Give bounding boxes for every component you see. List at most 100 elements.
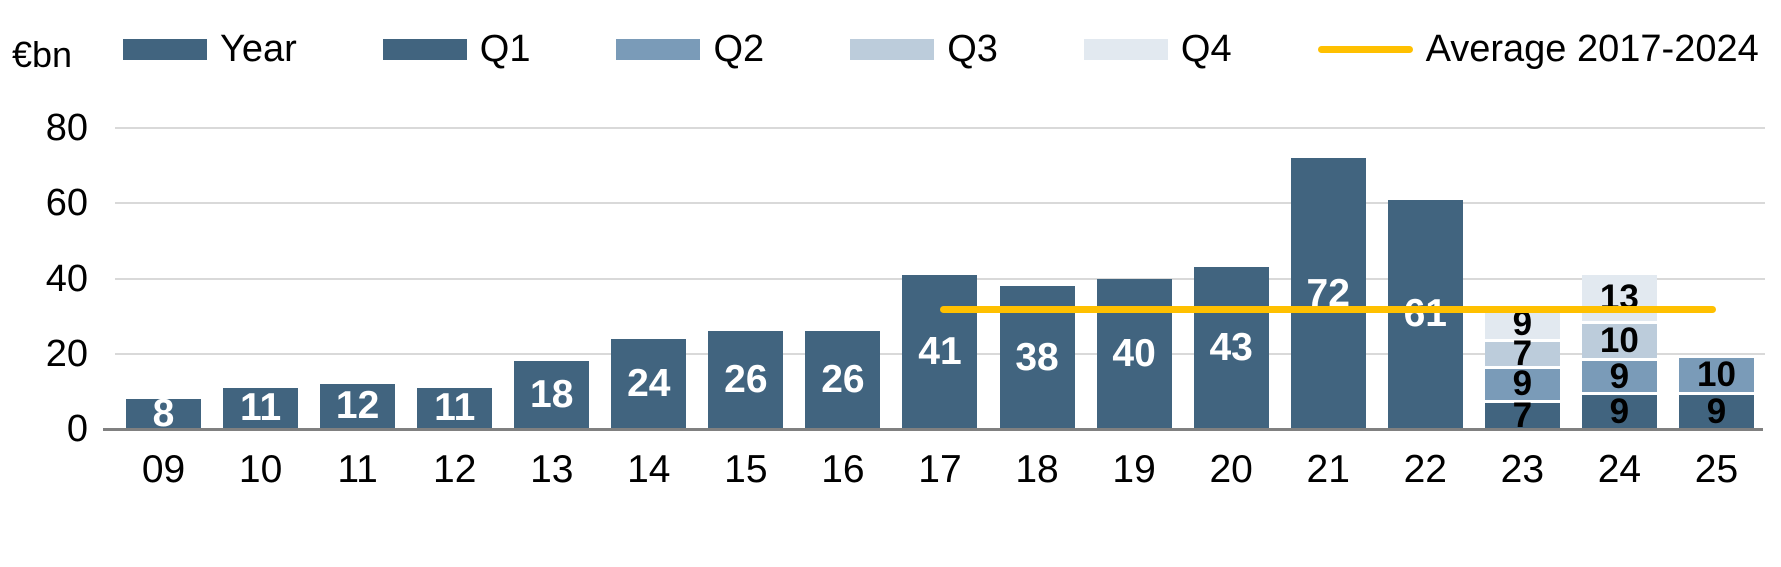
- bar-slot-12: 11: [406, 387, 503, 429]
- bar-23-segment-q1: 7: [1484, 398, 1560, 433]
- legend-swatch-q2: [616, 38, 701, 60]
- bar-slot-09: 8: [115, 394, 212, 433]
- bar-11-segment-year: 12: [320, 383, 396, 429]
- x-tick-label-23: 23: [1500, 448, 1545, 491]
- legend-swatch-q1: [382, 38, 467, 60]
- x-tick-label-10: 10: [238, 448, 283, 491]
- x-tick-label-18: 18: [1015, 448, 1059, 491]
- legend-item-average-2017-2024: Average 2017-2024: [1317, 28, 1759, 70]
- bar-19-segment-year: 40: [1096, 278, 1172, 429]
- bar-11: 12: [320, 383, 396, 429]
- average-line: [940, 305, 1717, 313]
- bar-slot-22: 61: [1377, 199, 1474, 429]
- bar-17-segment-year: 41: [902, 274, 978, 429]
- y-tick-label-0: 0: [66, 408, 88, 450]
- x-tick-label-20: 20: [1209, 448, 1253, 491]
- bar-25-segment-q1: 9: [1678, 394, 1754, 429]
- bar-15-segment-year: 26: [708, 331, 784, 429]
- legend-label-year: Year: [220, 28, 297, 70]
- bar-slot-25: 10 9: [1668, 357, 1765, 429]
- x-axis-tick-labels: 09 10 11 12 13 14 15 16 17 18 19 20 21 22 23 24 25: [115, 447, 1765, 497]
- bar-slot-14: 24: [600, 338, 697, 429]
- x-tick-label-14: 14: [627, 448, 671, 491]
- y-axis-unit-label: €bn: [12, 34, 73, 75]
- bar-14: 24: [611, 338, 687, 429]
- chart-legend: Year Q1 Q2 Q3 Q4 Average 2017-2024: [123, 30, 1771, 68]
- legend-swatch-q3: [850, 38, 935, 60]
- bar-12: 11: [417, 387, 493, 429]
- bar-17: 41: [902, 274, 978, 429]
- bar-16-segment-year: 26: [805, 331, 881, 429]
- x-tick-label-17: 17: [918, 448, 962, 491]
- legend-swatch-year: [123, 38, 207, 60]
- x-tick-label-13: 13: [530, 448, 574, 491]
- bar-slot-10: 11: [212, 387, 309, 429]
- bar-10-segment-year: 11: [223, 387, 299, 429]
- bar-24-segment-q2: 9: [1581, 359, 1657, 396]
- bar-21-segment-year: 72: [1290, 158, 1366, 429]
- x-tick-label-22: 22: [1403, 448, 1447, 491]
- bar-14-segment-year: 24: [611, 338, 687, 429]
- x-tick-label-09: 09: [141, 448, 186, 491]
- bar-slot-24: 13 10 9 9: [1571, 274, 1668, 429]
- bar-slot-16: 26: [794, 331, 891, 429]
- y-tick-label-80: 80: [45, 107, 88, 149]
- bar-12-segment-year: 11: [417, 387, 493, 429]
- bar-24-segment-q1: 9: [1581, 394, 1657, 429]
- legend-label-average-2017-2024: Average 2017-2024: [1425, 28, 1759, 70]
- bar-16: 26: [805, 331, 881, 429]
- bar-22: 61: [1387, 199, 1463, 429]
- bar-24-segment-q4: 13: [1581, 274, 1657, 324]
- bar-10: 11: [223, 387, 299, 429]
- bar-13-segment-year: 18: [514, 361, 590, 429]
- bar-24-segment-q3: 10: [1581, 323, 1657, 362]
- bar-20-segment-year: 43: [1193, 267, 1269, 429]
- legend-item-year: Year: [123, 30, 297, 68]
- x-tick-label-11: 11: [337, 448, 378, 491]
- bar-13: 18: [514, 361, 590, 429]
- legend-swatch-q4: [1083, 38, 1168, 60]
- bar-09-segment-year: 8: [126, 394, 202, 433]
- bar-slot-15: 26: [697, 331, 794, 429]
- x-axis-line: [103, 428, 1763, 431]
- x-tick-label-21: 21: [1306, 448, 1350, 491]
- x-tick-label-25: 25: [1694, 448, 1739, 491]
- legend-label-q3: Q3: [947, 28, 998, 70]
- x-tick-label-16: 16: [821, 448, 865, 491]
- x-tick-label-24: 24: [1597, 448, 1642, 491]
- legend-item-q4: Q4: [1083, 28, 1232, 70]
- bar-24: 13 10 9 9: [1581, 274, 1657, 429]
- bar-25-segment-q2: 10: [1678, 357, 1754, 396]
- bar-19: 40: [1096, 278, 1172, 429]
- legend-item-q1: Q1: [382, 28, 531, 70]
- legend-item-q2: Q2: [616, 30, 764, 68]
- legend-label-q4: Q4: [1180, 28, 1232, 70]
- legend-label-q1: Q1: [479, 28, 531, 70]
- bar-15: 26: [708, 331, 784, 429]
- bar-slot-19: 40: [1086, 278, 1183, 429]
- bar-23-segment-q2: 9: [1484, 366, 1560, 403]
- gridline-80: [115, 127, 1765, 129]
- bar-slot-21: 72: [1280, 158, 1377, 429]
- bar-25: 10 9: [1678, 357, 1754, 429]
- bar-23-segment-q3: 7: [1484, 336, 1560, 371]
- y-tick-label-40: 40: [45, 257, 88, 300]
- bar-slot-20: 43: [1183, 267, 1280, 429]
- legend-swatch-average-2017-2024: [1317, 45, 1413, 53]
- y-tick-label-20: 20: [45, 332, 88, 375]
- bar-23-segment-q4: 9: [1484, 306, 1560, 343]
- bar-20: 43: [1193, 267, 1269, 429]
- plot-area: 8 11 12 11 18 24 26 26 41 38 40 43 72 61 9 7 9 7 13 10 9 9 10 9: [115, 127, 1765, 433]
- y-tick-label-60: 60: [45, 182, 88, 225]
- x-tick-label-12: 12: [433, 448, 477, 491]
- gridline-60: [115, 202, 1765, 205]
- bar-slot-11: 12: [309, 383, 406, 429]
- x-tick-label-19: 19: [1112, 448, 1156, 491]
- bar-slot-13: 18: [503, 361, 600, 429]
- legend-item-q3: Q3: [850, 30, 998, 68]
- bar-slot-17: 41: [891, 274, 988, 429]
- bar-21: 72: [1290, 158, 1366, 429]
